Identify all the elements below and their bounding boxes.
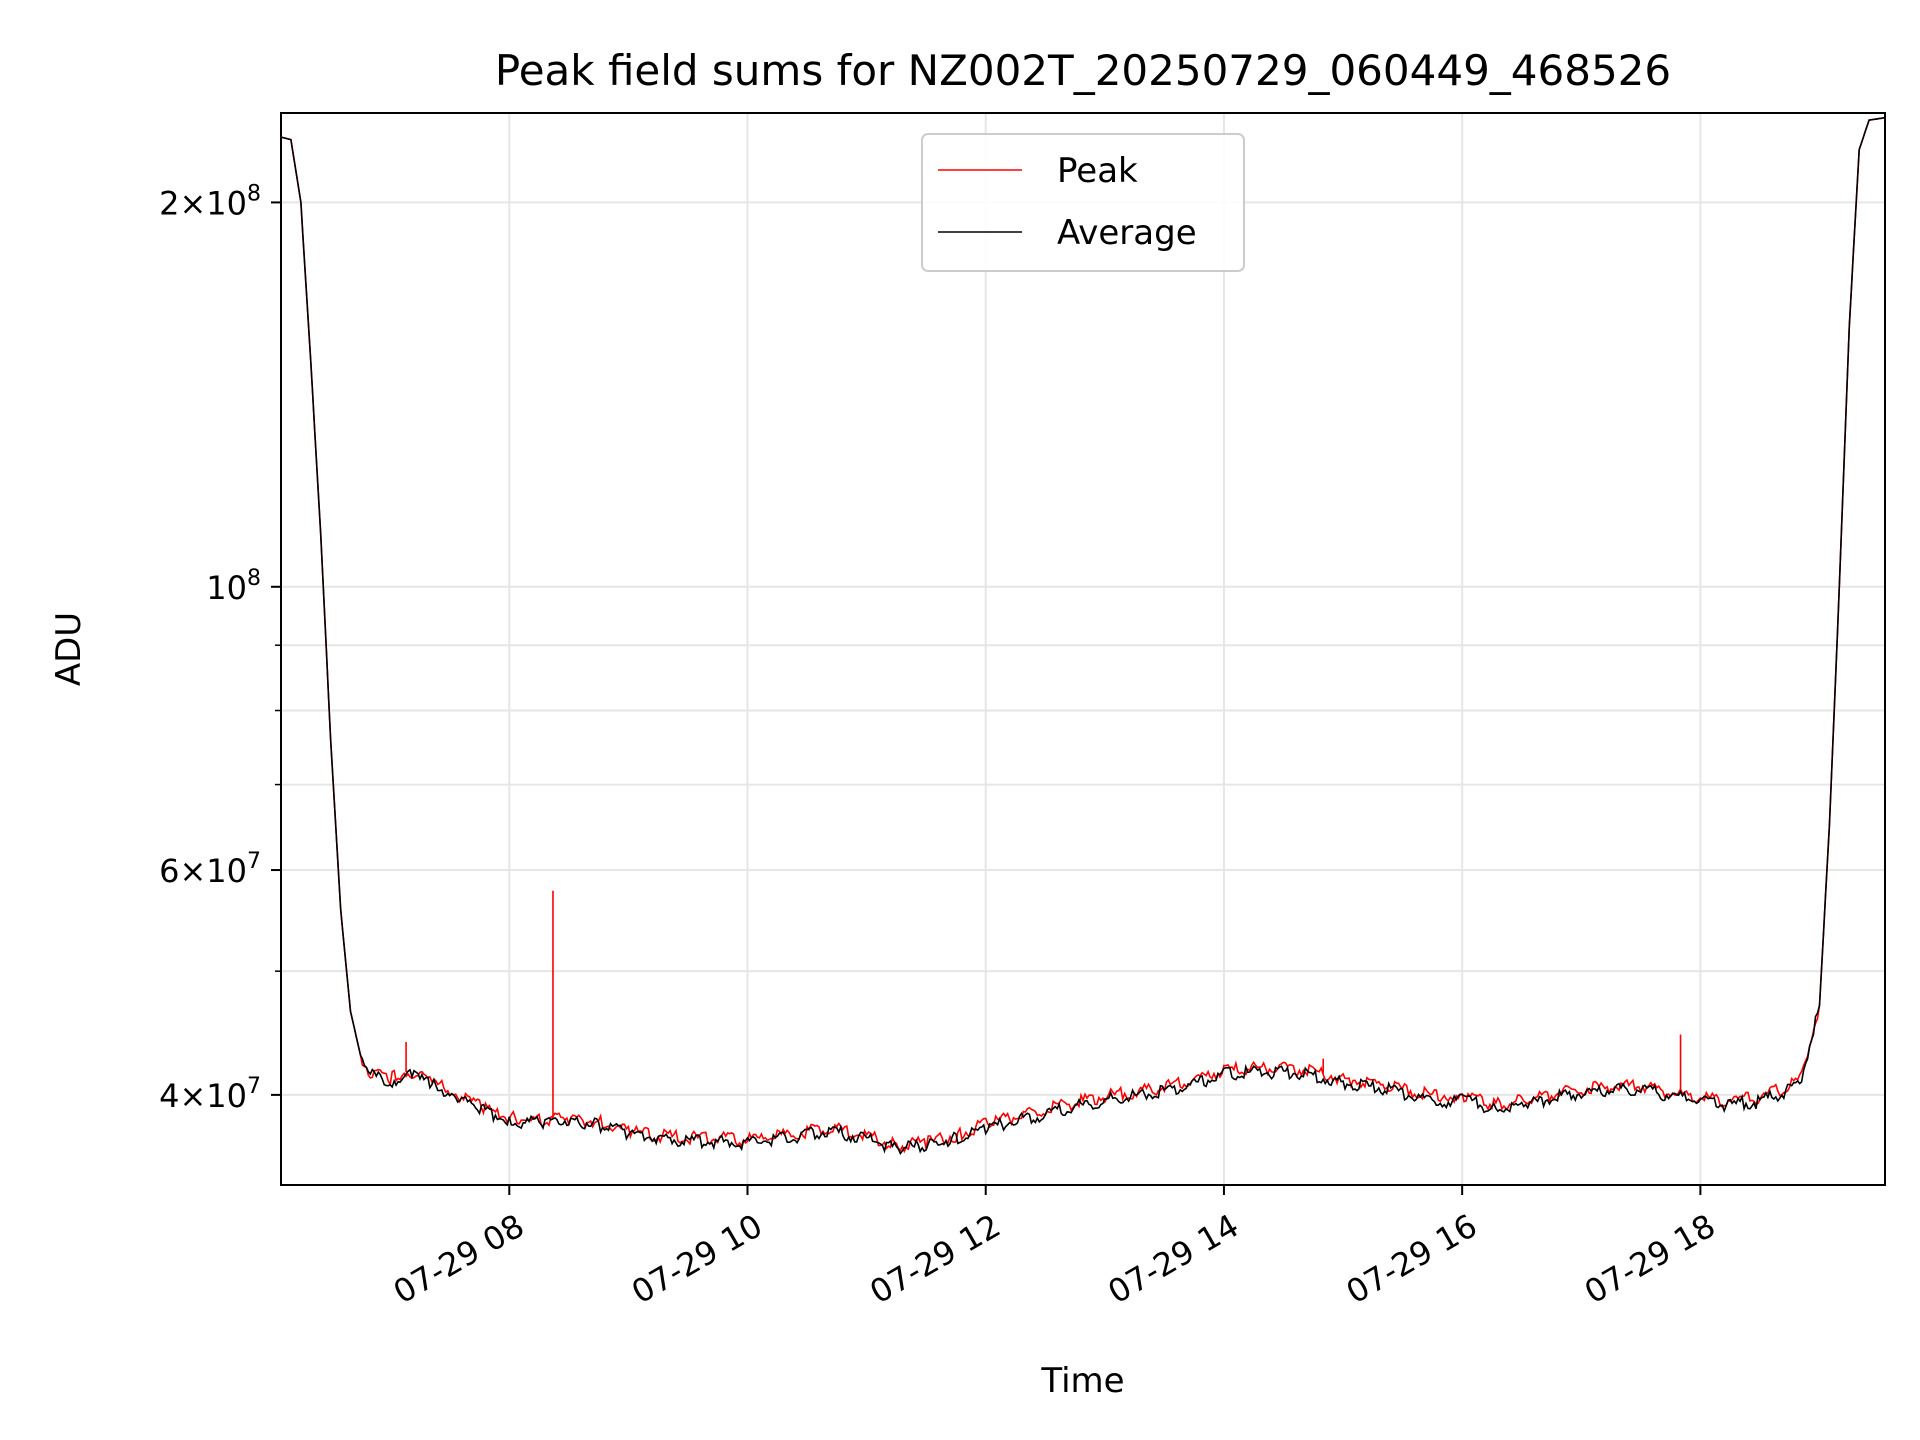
- legend-box: [921, 133, 1245, 272]
- x-tick-label: 07-29 18: [1578, 1206, 1722, 1311]
- x-axis-label: Time: [1040, 1361, 1124, 1401]
- x-tick-label: 07-29 14: [1102, 1206, 1246, 1311]
- plot-frame: [280, 112, 1886, 1186]
- legend-label-peak: Peak: [1057, 151, 1138, 191]
- y-tick-label: 6×107: [159, 849, 261, 890]
- chart-title: Peak field sums for NZ002T_20250729_0604…: [495, 46, 1671, 95]
- x-tick-label: 07-29 12: [863, 1206, 1007, 1311]
- grid: [281, 113, 1885, 1185]
- series-layer: [280, 116, 1886, 1156]
- x-tick-label: 07-29 08: [387, 1206, 531, 1311]
- y-tick-label: 2×108: [159, 181, 261, 222]
- x-tick-label: 07-29 16: [1340, 1206, 1484, 1311]
- legend: Peak Average: [921, 133, 1245, 272]
- y-tick-label: 4×107: [159, 1074, 261, 1115]
- y-tick-label: 108: [206, 566, 261, 607]
- series-line-peak: [280, 116, 1886, 1154]
- x-tick-label: 07-29 10: [625, 1206, 769, 1311]
- series-line-average: [280, 116, 1886, 1156]
- y-axis-label: ADU: [49, 612, 89, 686]
- ticks: 07-29 08 07-29 10 07-29 12 07-29 14 07-29 16…: [159, 181, 1721, 1311]
- legend-label-average: Average: [1057, 213, 1197, 253]
